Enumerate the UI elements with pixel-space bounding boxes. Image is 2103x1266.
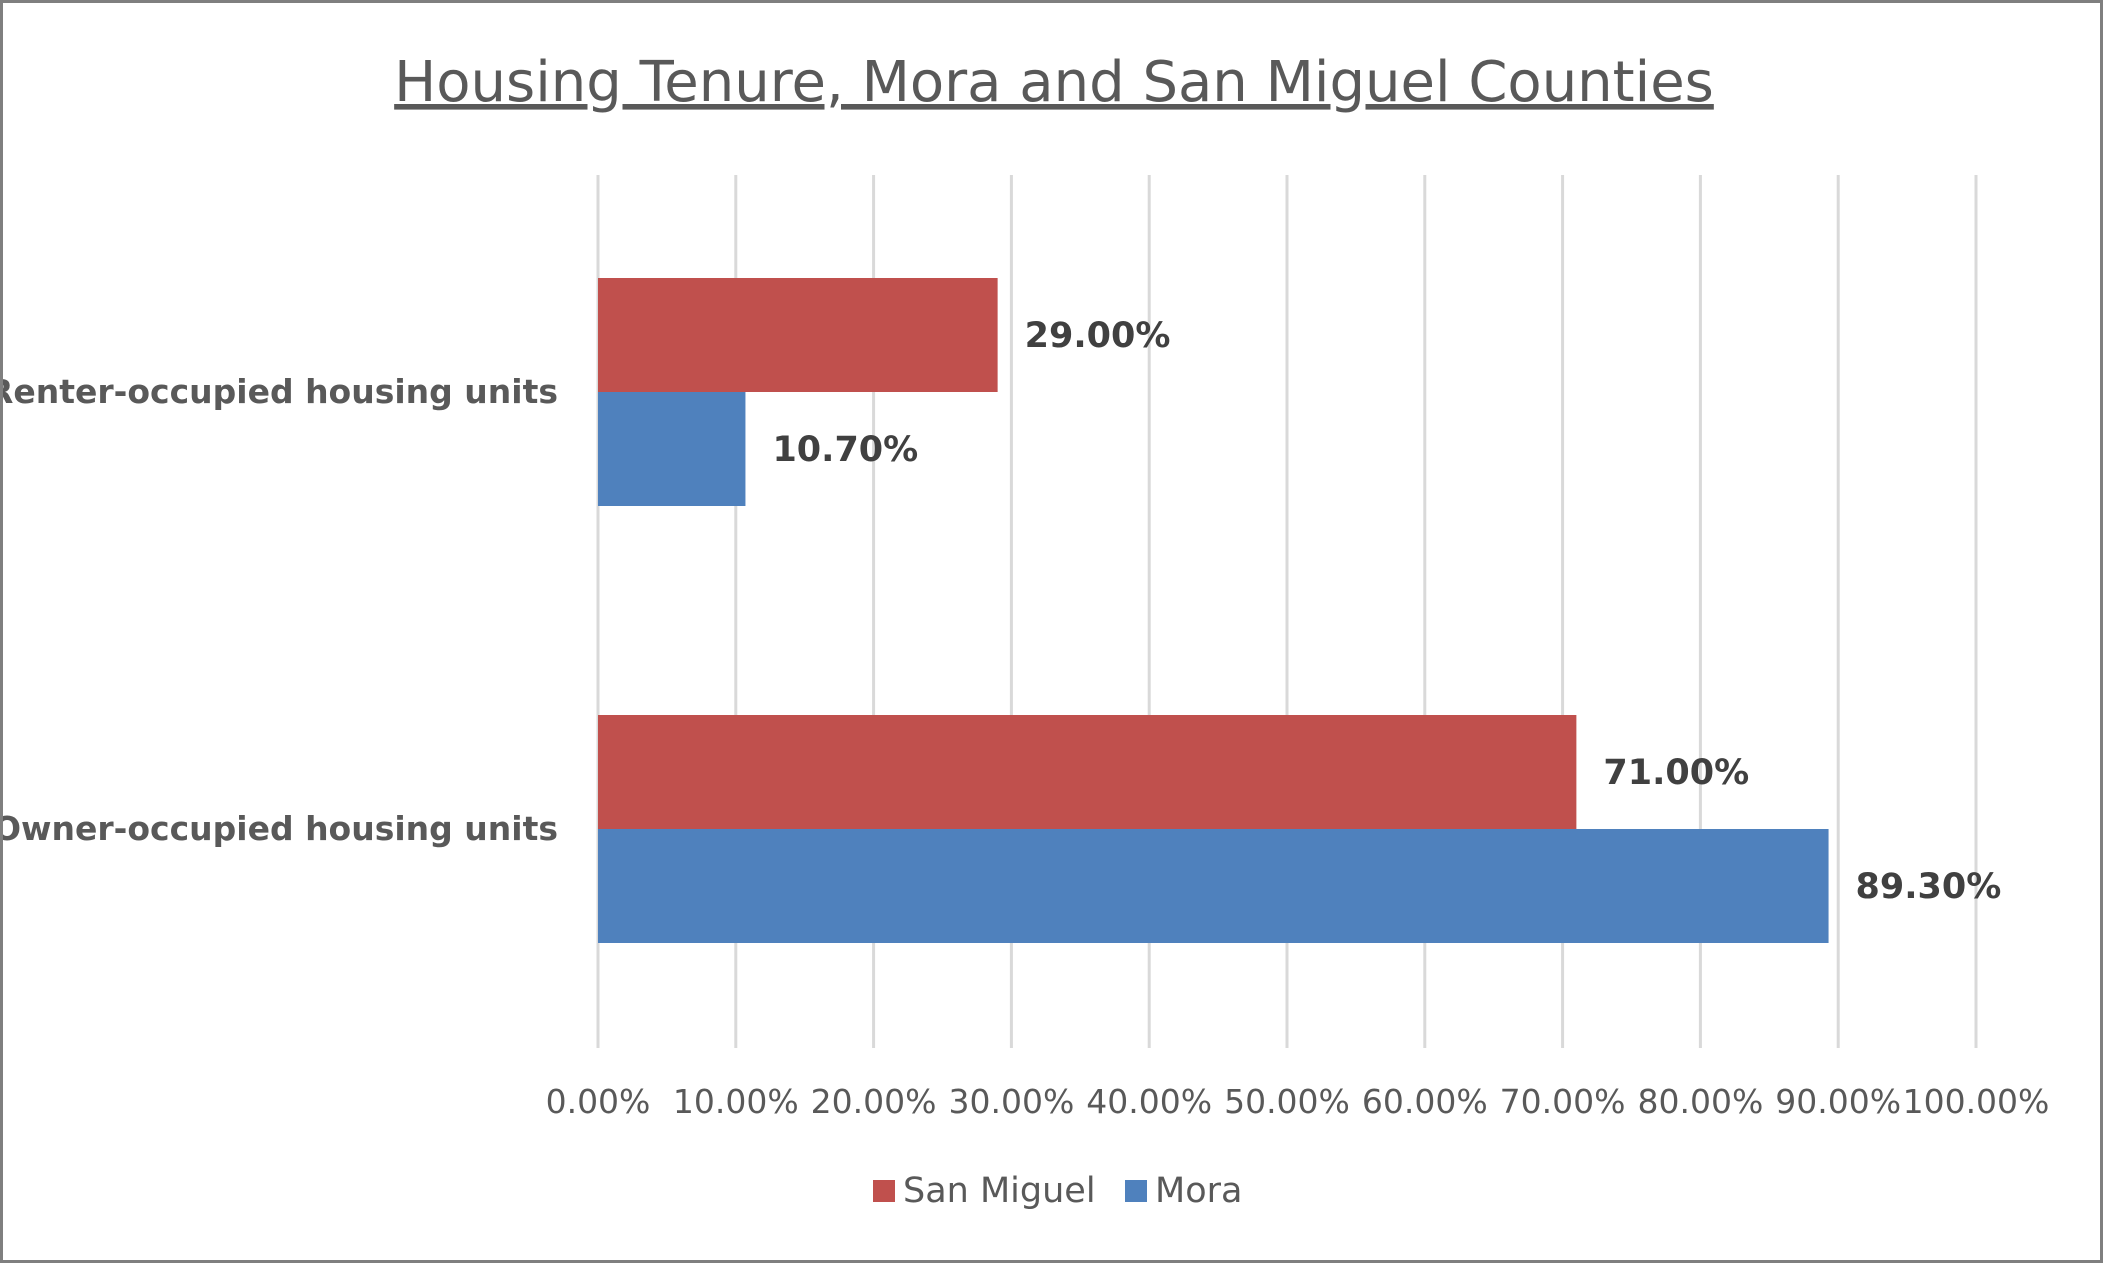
bar-san-miguel [598, 278, 998, 392]
chart-title: Housing Tenure, Mora and San Miguel Coun… [394, 50, 1714, 115]
category-labels: Renter-occupied housing units Owner-occup… [3, 372, 558, 848]
x-axis-tick-labels: 0.00% 10.00% 20.00% 30.00% 40.00% 50.00% 60.00… [546, 1082, 2050, 1121]
x-tick-label: 30.00% [948, 1082, 1074, 1121]
x-tick-label: 60.00% [1362, 1082, 1488, 1121]
housing-tenure-chart: Housing Tenure, Mora and San Miguel Coun… [3, 50, 2050, 1211]
data-label: 29.00% [1025, 316, 1171, 356]
data-label: 89.30% [1856, 867, 2002, 907]
x-tick-label: 40.00% [1086, 1082, 1212, 1121]
bar-san-miguel [598, 715, 1577, 829]
bar-mora [598, 392, 746, 506]
x-tick-label: 80.00% [1637, 1082, 1763, 1121]
legend-swatch [873, 1180, 895, 1202]
x-tick-label: 90.00% [1775, 1082, 1901, 1121]
bars: 29.00% 10.70% 71.00% 89.30% [598, 278, 2001, 943]
x-tick-label: 20.00% [811, 1082, 937, 1121]
category-label: Owner-occupied housing units [3, 809, 558, 848]
bar-mora [598, 829, 1829, 943]
category-label: Renter-occupied housing units [3, 372, 558, 411]
x-tick-label: 10.00% [673, 1082, 799, 1121]
legend-label: Mora [1155, 1171, 1242, 1211]
data-label: 10.70% [772, 430, 918, 470]
legend-label: San Miguel [903, 1171, 1096, 1211]
legend-swatch [1125, 1180, 1147, 1202]
legend: San Miguel Mora [873, 1171, 1242, 1211]
data-label: 71.00% [1603, 753, 1749, 793]
x-tick-label: 100.00% [1903, 1082, 2050, 1121]
x-tick-label: 0.00% [546, 1082, 651, 1121]
x-tick-label: 70.00% [1500, 1082, 1626, 1121]
x-tick-label: 50.00% [1224, 1082, 1350, 1121]
